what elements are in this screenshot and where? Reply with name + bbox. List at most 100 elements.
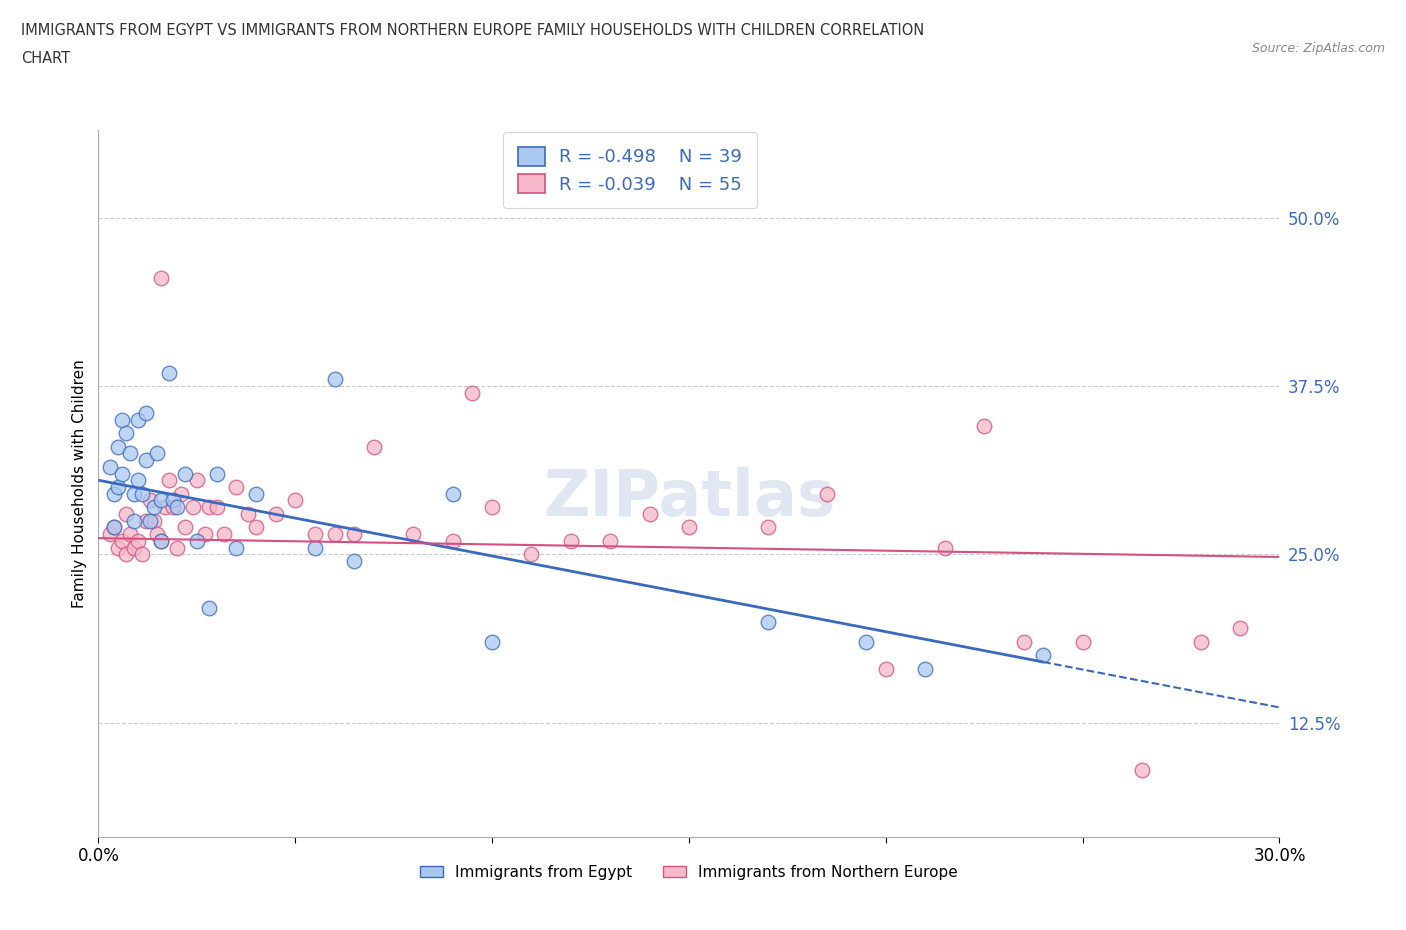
Point (756, 614, 779, 629)
Point (402, 526, 425, 541)
Point (157, 472, 180, 487)
Point (103, 520, 125, 535)
Point (1032, 648, 1054, 663)
Point (150, 271, 173, 286)
Point (560, 534, 582, 549)
Point (973, 418, 995, 433)
Point (245, 520, 267, 535)
Point (599, 534, 621, 549)
Point (284, 493, 307, 508)
Point (186, 534, 208, 549)
Point (174, 520, 197, 535)
Point (194, 526, 217, 541)
Point (157, 365, 180, 380)
Legend: Immigrants from Egypt, Immigrants from Northern Europe: Immigrants from Egypt, Immigrants from N… (413, 858, 965, 886)
Point (441, 534, 464, 549)
Point (162, 493, 184, 508)
Text: ZIPatlas: ZIPatlas (543, 467, 835, 529)
Point (135, 453, 157, 468)
Point (520, 547, 543, 562)
Point (103, 486, 125, 501)
Point (363, 439, 385, 454)
Point (138, 513, 160, 528)
Point (107, 480, 129, 495)
Point (115, 426, 138, 441)
Point (481, 634, 503, 649)
Point (1071, 634, 1094, 649)
Point (146, 526, 169, 541)
Point (127, 472, 149, 487)
Point (638, 507, 661, 522)
Point (107, 439, 129, 454)
Point (225, 540, 247, 555)
Point (245, 486, 267, 501)
Point (304, 526, 326, 541)
Point (162, 499, 184, 514)
Point (1012, 634, 1035, 649)
Point (181, 499, 204, 514)
Text: Source: ZipAtlas.com: Source: ZipAtlas.com (1251, 42, 1385, 55)
Point (111, 412, 134, 427)
Point (142, 513, 165, 528)
Point (815, 486, 838, 501)
Point (135, 513, 157, 528)
Point (197, 601, 219, 616)
Point (934, 540, 956, 555)
Point (264, 507, 287, 522)
Point (98, 459, 121, 474)
Point (1130, 763, 1153, 777)
Point (146, 445, 169, 460)
Point (155, 499, 177, 514)
Point (103, 520, 125, 535)
Point (150, 534, 173, 549)
Point (225, 480, 247, 495)
Point (481, 499, 503, 514)
Point (127, 412, 149, 427)
Point (441, 486, 464, 501)
Point (1189, 634, 1212, 649)
Point (304, 540, 326, 555)
Point (914, 661, 936, 676)
Point (131, 547, 153, 562)
Point (205, 499, 228, 514)
Point (115, 507, 138, 522)
Point (205, 466, 228, 481)
Point (138, 493, 160, 508)
Point (1229, 621, 1251, 636)
Point (98, 526, 121, 541)
Point (170, 486, 193, 501)
Point (135, 405, 157, 420)
Text: CHART: CHART (21, 51, 70, 66)
Point (875, 661, 897, 676)
Point (174, 466, 197, 481)
Text: IMMIGRANTS FROM EGYPT VS IMMIGRANTS FROM NORTHERN EUROPE FAMILY HOUSEHOLDS WITH : IMMIGRANTS FROM EGYPT VS IMMIGRANTS FROM… (21, 23, 924, 38)
Y-axis label: Family Households with Children: Family Households with Children (72, 359, 87, 608)
Point (678, 520, 700, 535)
Point (118, 526, 141, 541)
Point (236, 507, 259, 522)
Point (343, 553, 366, 568)
Point (111, 534, 134, 549)
Point (115, 547, 138, 562)
Point (197, 499, 219, 514)
Point (111, 466, 134, 481)
Point (131, 486, 153, 501)
Point (461, 385, 484, 400)
Point (756, 520, 779, 535)
Point (323, 526, 346, 541)
Point (122, 486, 145, 501)
Point (150, 534, 173, 549)
Point (122, 540, 145, 555)
Point (127, 534, 149, 549)
Point (107, 540, 129, 555)
Point (122, 513, 145, 528)
Point (323, 372, 346, 387)
Point (186, 472, 208, 487)
Point (855, 634, 877, 649)
Point (166, 499, 188, 514)
Point (343, 526, 366, 541)
Point (142, 499, 165, 514)
Point (214, 526, 236, 541)
Point (150, 493, 173, 508)
Point (118, 445, 141, 460)
